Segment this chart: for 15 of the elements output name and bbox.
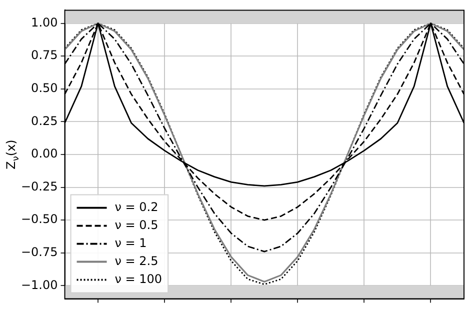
legend-label: ν = 0.5 (114, 218, 158, 232)
y-tick-label: 0.50 (31, 81, 58, 96)
y-tick-label: −0.75 (20, 245, 58, 260)
y-tick-label: 0.00 (31, 146, 58, 161)
legend-label: ν = 1 (114, 236, 147, 250)
y-tick-label: 0.25 (31, 114, 58, 128)
legend-label: ν = 0.2 (114, 200, 158, 214)
y-tick-label: 1.00 (31, 15, 58, 30)
y-axis-title: Zν(x) (4, 140, 22, 170)
legend-label: ν = 2.5 (114, 254, 158, 268)
legend-label: ν = 100 (114, 272, 162, 286)
y-tick-label: −0.50 (20, 212, 58, 226)
y-tick-label: −1.00 (20, 278, 58, 292)
y-tick-label: −0.25 (20, 179, 58, 194)
y-tick-label: 0.75 (31, 48, 58, 62)
